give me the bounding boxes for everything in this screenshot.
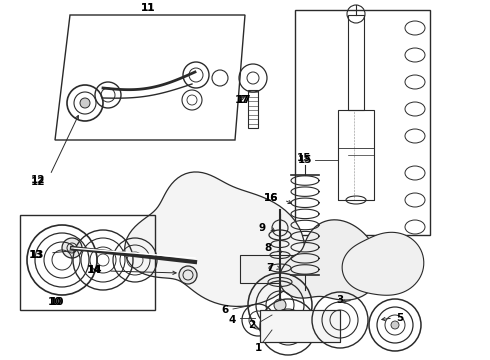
Text: 4: 4 [228, 315, 236, 325]
Text: 10: 10 [48, 297, 62, 307]
Text: 11: 11 [141, 3, 155, 13]
Bar [240, 255, 325, 283]
Polygon shape [125, 172, 305, 306]
Text: 15: 15 [298, 155, 312, 165]
Text: 17: 17 [237, 95, 251, 105]
Text: 1: 1 [254, 343, 262, 353]
Text: 5: 5 [396, 313, 404, 323]
Text: 11: 11 [141, 3, 155, 13]
Circle shape [274, 299, 286, 311]
Circle shape [179, 266, 197, 284]
Text: 13: 13 [29, 250, 43, 260]
Polygon shape [342, 232, 424, 295]
Text: 3: 3 [336, 295, 343, 305]
Bar [348, 15, 364, 110]
Text: 12: 12 [31, 177, 45, 187]
Text: 12: 12 [31, 175, 45, 185]
Text: 13: 13 [30, 250, 44, 260]
Polygon shape [280, 220, 380, 300]
Text: 10: 10 [50, 297, 64, 307]
Bar [295, 10, 430, 235]
Text: 16: 16 [264, 193, 278, 203]
Circle shape [391, 321, 399, 329]
Text: 15: 15 [297, 153, 311, 163]
Text: 14: 14 [87, 265, 101, 275]
Circle shape [62, 238, 82, 258]
Text: 14: 14 [88, 265, 102, 275]
Bar [260, 310, 340, 342]
Text: 17: 17 [235, 95, 249, 105]
Bar [248, 90, 258, 128]
Bar [20, 215, 155, 310]
Bar [338, 148, 374, 200]
Text: 2: 2 [248, 320, 256, 330]
Text: 7: 7 [266, 263, 274, 273]
Text: 8: 8 [265, 243, 271, 253]
Text: 6: 6 [221, 305, 229, 315]
Text: 9: 9 [258, 223, 266, 233]
Circle shape [80, 98, 90, 108]
Bar [260, 310, 340, 342]
Bar [338, 110, 374, 200]
Text: 16: 16 [264, 193, 278, 203]
